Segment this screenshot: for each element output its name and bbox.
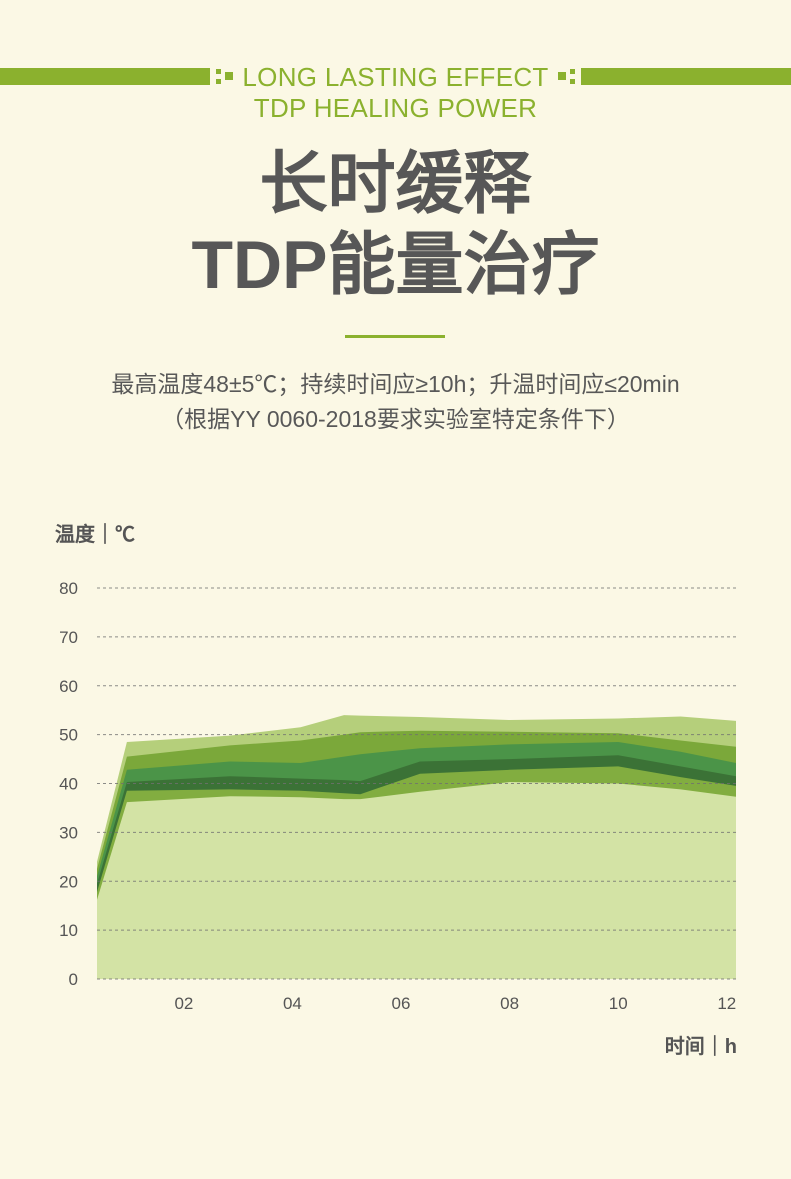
header-bar-right [581, 68, 791, 85]
title-divider [345, 335, 445, 338]
y-tick-label: 70 [59, 628, 78, 647]
y-tick-label: 10 [59, 921, 78, 940]
english-title-line2: TDP HEALING POWER [253, 93, 538, 123]
x-tick-label: 12 [717, 994, 736, 1013]
x-tick-label: 02 [174, 994, 193, 1013]
y-tick-label: 60 [59, 677, 78, 696]
x-axis-label: 时间｜h [664, 1036, 737, 1058]
y-tick-label: 20 [59, 872, 78, 891]
y-tick-label: 50 [59, 726, 78, 745]
temperature-area-chart: 0 10 20 30 40 50 60 70 80 02 04 06 08 10 12 [59, 579, 736, 1013]
spec-text: 最高温度48±5℃；持续时间应≥10h；升温时间应≤20min [111, 371, 680, 397]
main-title-line2: TDP能量治疗 [191, 227, 600, 303]
decor-dot [216, 69, 221, 74]
standard-note: （根据YY 0060-2018要求实验室特定条件下） [161, 406, 630, 432]
main-title-line1: 长时缓释 [259, 146, 532, 222]
y-tick-label: 40 [59, 775, 78, 794]
x-tick-label: 08 [500, 994, 519, 1013]
area-band-6 [97, 782, 736, 979]
decor-dot [570, 79, 575, 84]
y-tick-label: 80 [59, 579, 78, 598]
decor-dot [216, 79, 221, 84]
decor-dot [570, 69, 575, 74]
x-tick-label: 06 [392, 994, 411, 1013]
y-axis-label: 温度｜℃ [55, 524, 135, 546]
english-title-line1: LONG LASTING EFFECT [242, 62, 549, 92]
x-tick-label: 04 [283, 994, 302, 1013]
header-bar-left [0, 68, 210, 85]
x-tick-label: 10 [609, 994, 628, 1013]
decor-square [558, 72, 566, 80]
decor-square [225, 72, 233, 80]
y-tick-label: 0 [69, 970, 78, 989]
y-tick-label: 30 [59, 823, 78, 842]
